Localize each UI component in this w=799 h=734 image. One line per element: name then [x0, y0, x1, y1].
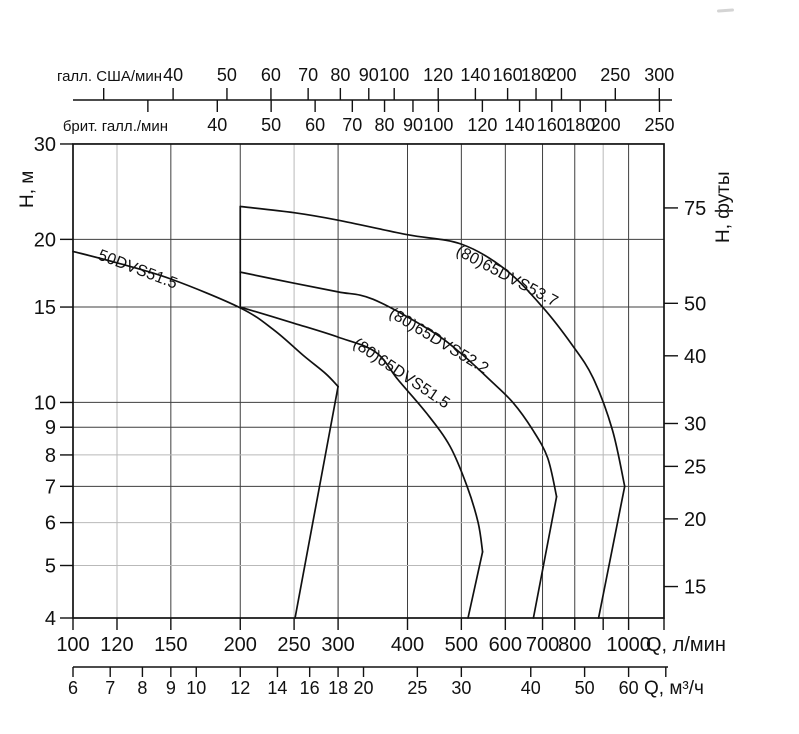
- tick-label-lmin-500: 500: [445, 634, 478, 656]
- tick-label-usgal-200: 200: [546, 65, 576, 85]
- tick-label-m3h-8: 8: [137, 678, 147, 698]
- tick-label-hft-40: 40: [684, 346, 706, 368]
- tick-label-hft-25: 25: [684, 456, 706, 478]
- x-top-us-axis-title: галл. США/мин: [57, 68, 162, 85]
- tick-label-lmin-100: 100: [56, 634, 89, 656]
- grid-layer: [73, 143, 664, 618]
- curve-50DVS51.5: [72, 250, 339, 388]
- axes-layer: [60, 88, 678, 677]
- tick-label-hft-75: 75: [684, 198, 706, 220]
- tick-label-impgal-70: 70: [342, 115, 362, 135]
- tick-label-hm-30: 30: [34, 134, 56, 156]
- x-top-imp-axis-title: брит. галл./мин: [63, 118, 168, 135]
- tick-label-impgal-40: 40: [207, 115, 227, 135]
- tick-labels-layer: 50DVS51.5(80)65DVS51.5(80)65DVS52.2(80)6…: [34, 65, 707, 698]
- tick-label-m3h-30: 30: [451, 678, 471, 698]
- curve-limit-50DVS51.5: [294, 385, 339, 619]
- tick-label-hft-30: 30: [684, 413, 706, 435]
- curve-(80)65DVS53.7: [239, 205, 626, 488]
- tick-label-usgal-100: 100: [379, 65, 409, 85]
- x-bottom-axis-title: Q, л/мин: [646, 634, 726, 656]
- tick-label-impgal-120: 120: [467, 115, 497, 135]
- tick-label-usgal-140: 140: [460, 65, 490, 85]
- tick-label-usgal-50: 50: [217, 65, 237, 85]
- tick-label-lmin-600: 600: [489, 634, 522, 656]
- tick-label-hm-8: 8: [45, 445, 56, 467]
- tick-label-m3h-60: 60: [619, 678, 639, 698]
- tick-label-usgal-180: 180: [521, 65, 551, 85]
- tick-label-m3h-18: 18: [328, 678, 348, 698]
- plot-frame: [72, 143, 665, 619]
- tick-label-impgal-50: 50: [261, 115, 281, 135]
- tick-label-usgal-70: 70: [298, 65, 318, 85]
- curve-limit-(80)65DVS53.7: [597, 485, 626, 619]
- tick-label-lmin-300: 300: [321, 634, 354, 656]
- curve-(80)65DVS51.5: [239, 306, 484, 553]
- y-left-axis-title: H, м: [17, 171, 38, 208]
- tick-label-usgal-120: 120: [423, 65, 453, 85]
- tick-label-impgal-140: 140: [505, 115, 535, 135]
- tick-label-m3h-7: 7: [105, 678, 115, 698]
- tick-label-m3h-50: 50: [575, 678, 595, 698]
- tick-label-impgal-90: 90: [403, 115, 423, 135]
- tick-label-hft-15: 15: [684, 577, 706, 599]
- tick-label-lmin-150: 150: [154, 634, 187, 656]
- tick-label-hm-15: 15: [34, 297, 56, 319]
- tick-label-usgal-250: 250: [600, 65, 630, 85]
- tick-label-hm-9: 9: [45, 417, 56, 439]
- tick-label-m3h-9: 9: [166, 678, 176, 698]
- tick-label-impgal-160: 160: [537, 115, 567, 135]
- curve-limit-(80)65DVS51.5: [467, 550, 484, 619]
- tick-label-hm-7: 7: [45, 476, 56, 498]
- tick-label-hm-4: 4: [45, 608, 56, 630]
- tick-label-lmin-800: 800: [558, 634, 591, 656]
- tick-label-usgal-300: 300: [644, 65, 674, 85]
- tick-label-lmin-250: 250: [277, 634, 310, 656]
- tick-label-lmin-200: 200: [224, 634, 257, 656]
- tick-label-hm-6: 6: [45, 513, 56, 535]
- curves-layer: [72, 205, 626, 619]
- tick-label-lmin-120: 120: [100, 634, 133, 656]
- tick-label-m3h-14: 14: [267, 678, 287, 698]
- tick-label-usgal-40: 40: [163, 65, 183, 85]
- tick-label-lmin-1000: 1000: [606, 634, 651, 656]
- tick-label-impgal-60: 60: [305, 115, 325, 135]
- tick-label-lmin-700: 700: [526, 634, 559, 656]
- tick-label-hm-20: 20: [34, 229, 56, 251]
- curve-(80)65DVS52.2: [239, 271, 558, 498]
- tick-label-hft-50: 50: [684, 293, 706, 315]
- tick-label-m3h-12: 12: [230, 678, 250, 698]
- x-bottom2-axis-title: Q, м³/ч: [644, 678, 704, 699]
- tick-label-usgal-60: 60: [261, 65, 281, 85]
- tick-label-impgal-100: 100: [423, 115, 453, 135]
- tick-label-m3h-16: 16: [300, 678, 320, 698]
- tick-label-m3h-20: 20: [353, 678, 373, 698]
- curve-label-50DVS51.5: 50DVS51.5: [96, 247, 180, 293]
- tick-label-hft-20: 20: [684, 509, 706, 531]
- tick-label-impgal-200: 200: [591, 115, 621, 135]
- tick-label-usgal-90: 90: [359, 65, 379, 85]
- tick-label-impgal-80: 80: [375, 115, 395, 135]
- curve-limit-(80)65DVS52.2: [532, 495, 558, 619]
- tick-label-usgal-160: 160: [493, 65, 523, 85]
- tick-label-hm-10: 10: [34, 392, 56, 414]
- tick-label-m3h-25: 25: [407, 678, 427, 698]
- tick-label-m3h-40: 40: [521, 678, 541, 698]
- tick-label-usgal-80: 80: [330, 65, 350, 85]
- tick-label-hm-5: 5: [45, 556, 56, 578]
- tick-label-lmin-400: 400: [391, 634, 424, 656]
- tick-label-m3h-10: 10: [186, 678, 206, 698]
- tick-label-impgal-250: 250: [644, 115, 674, 135]
- curve-label-(80)65DVS53.7: (80)65DVS53.7: [453, 243, 561, 311]
- tick-label-impgal-180: 180: [565, 115, 595, 135]
- y-right-axis-title: H, футы: [713, 171, 734, 243]
- tick-label-m3h-6: 6: [68, 678, 78, 698]
